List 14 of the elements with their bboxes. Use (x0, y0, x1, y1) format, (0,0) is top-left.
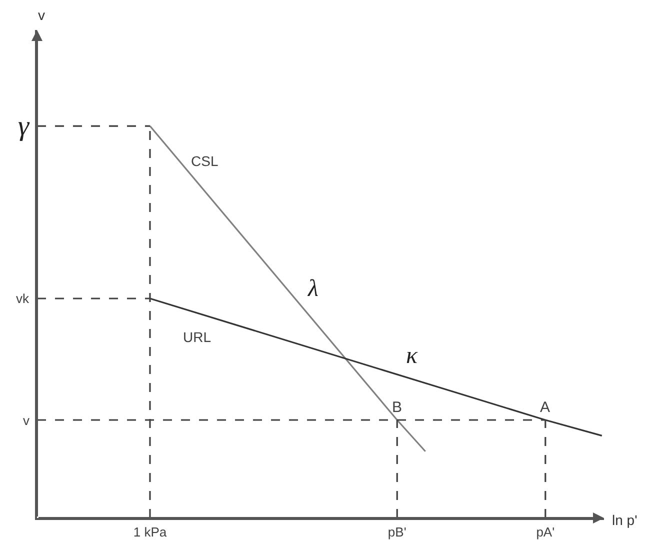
ref-line-label: γ (18, 111, 30, 142)
annotation: B (392, 399, 402, 416)
ref-line-label: v (23, 413, 30, 428)
x-tick-label: 1 kPa (133, 524, 168, 540)
series-label: CSL (191, 153, 218, 169)
x-axis-title: ln p' (612, 512, 638, 528)
annotation: κ (406, 343, 418, 369)
x-tick-label: pB' (388, 524, 406, 540)
series-label: URL (183, 329, 212, 345)
ref-line-label: vk (16, 291, 30, 306)
annotation: λ (307, 276, 318, 302)
x-tick-label: pA' (536, 524, 555, 540)
text: v (38, 7, 45, 23)
annotation: A (540, 399, 550, 416)
